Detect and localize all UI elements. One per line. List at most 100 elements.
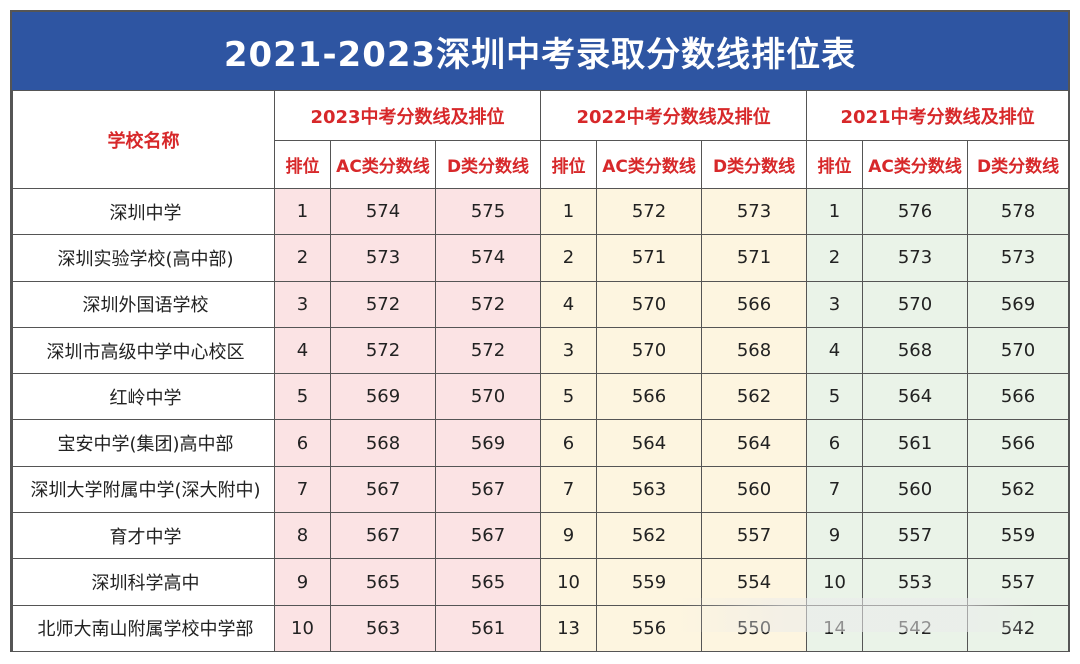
y2023-d-score-cell: 572 <box>434 326 542 375</box>
y2022-rank-cell: 2 <box>540 234 598 282</box>
y2021-rank-cell: 7 <box>806 465 864 514</box>
y2023-ac-score-cell: 568 <box>330 419 436 467</box>
sub-header-ac: AC类分数线 <box>330 140 436 189</box>
school-name-cell: 深圳大学附属中学(深大附中) <box>12 465 275 514</box>
group-header-2021: 2021中考分数线及排位 <box>806 90 1070 141</box>
sub-header-d: D类分数线 <box>701 140 808 189</box>
y2021-rank-cell: 10 <box>806 558 864 606</box>
y2023-d-score-cell: 565 <box>434 558 542 606</box>
watermark <box>678 598 1038 632</box>
y2023-ac-score-cell: 573 <box>330 234 436 282</box>
y2021-d-score-cell: 566 <box>967 373 1070 421</box>
y2023-ac-score-cell: 567 <box>330 465 436 514</box>
y2022-d-score-cell: 557 <box>701 512 808 560</box>
school-name-cell: 育才中学 <box>12 512 275 560</box>
school-name-cell: 深圳实验学校(高中部) <box>12 234 275 282</box>
y2023-rank-cell: 4 <box>274 326 331 375</box>
y2021-rank-cell: 6 <box>806 419 864 467</box>
y2021-d-score-cell: 562 <box>967 465 1070 514</box>
y2022-d-score-cell: 566 <box>701 280 808 328</box>
y2022-ac-score-cell: 571 <box>596 234 703 282</box>
y2022-d-score-cell: 554 <box>701 558 808 606</box>
y2022-ac-score-cell: 564 <box>596 419 703 467</box>
title-bar: 2021-2023深圳中考录取分数线排位表 <box>12 12 1068 90</box>
school-name-cell: 深圳外国语学校 <box>12 280 275 328</box>
y2022-ac-score-cell: 559 <box>596 558 703 606</box>
page-title: 2021-2023深圳中考录取分数线排位表 <box>223 34 857 75</box>
y2023-d-score-cell: 575 <box>434 187 542 236</box>
y2021-ac-score-cell: 573 <box>862 234 969 282</box>
y2023-ac-score-cell: 572 <box>330 280 436 328</box>
table-row: 深圳大学附属中学(深大附中) 7 567 567 7 563 560 7 560 562 <box>12 465 1070 514</box>
sub-header-ac: AC类分数线 <box>596 140 703 189</box>
y2023-rank-cell: 6 <box>274 419 331 467</box>
y2023-ac-score-cell: 569 <box>330 373 436 421</box>
table-row: 深圳外国语学校 3 572 572 4 570 566 3 570 569 <box>12 280 1070 328</box>
y2021-ac-score-cell: 568 <box>862 326 969 375</box>
y2021-rank-cell: 1 <box>806 187 864 236</box>
y2023-rank-cell: 2 <box>274 234 331 282</box>
y2022-ac-score-cell: 562 <box>596 512 703 560</box>
sub-header-d: D类分数线 <box>967 140 1070 189</box>
y2022-rank-cell: 4 <box>540 280 598 328</box>
y2023-ac-score-cell: 572 <box>330 326 436 375</box>
y2023-rank-cell: 8 <box>274 512 331 560</box>
table-row: 深圳中学 1 574 575 1 572 573 1 576 578 <box>12 187 1070 236</box>
y2023-d-score-cell: 570 <box>434 373 542 421</box>
y2023-rank-cell: 1 <box>274 187 331 236</box>
y2022-d-score-cell: 573 <box>701 187 808 236</box>
y2021-ac-score-cell: 576 <box>862 187 969 236</box>
y2022-rank-cell: 7 <box>540 465 598 514</box>
y2021-ac-score-cell: 557 <box>862 512 969 560</box>
y2023-rank-cell: 3 <box>274 280 331 328</box>
table-row: 红岭中学 5 569 570 5 566 562 5 564 566 <box>12 373 1070 421</box>
y2022-d-score-cell: 562 <box>701 373 808 421</box>
school-name-cell: 红岭中学 <box>12 373 275 421</box>
y2021-d-score-cell: 559 <box>967 512 1070 560</box>
table-row: 深圳市高级中学中心校区 4 572 572 3 570 568 4 568 570 <box>12 326 1070 375</box>
y2022-rank-cell: 10 <box>540 558 598 606</box>
y2021-d-score-cell: 566 <box>967 419 1070 467</box>
table-row: 深圳实验学校(高中部) 2 573 574 2 571 571 2 573 573 <box>12 234 1070 282</box>
y2021-ac-score-cell: 570 <box>862 280 969 328</box>
school-name-cell: 宝安中学(集团)高中部 <box>12 419 275 467</box>
y2023-d-score-cell: 572 <box>434 280 542 328</box>
y2022-rank-cell: 5 <box>540 373 598 421</box>
school-name-header: 学校名称 <box>12 90 275 189</box>
sub-header-rank: 排位 <box>806 140 864 189</box>
y2021-d-score-cell: 578 <box>967 187 1070 236</box>
y2022-d-score-cell: 571 <box>701 234 808 282</box>
y2021-rank-cell: 2 <box>806 234 864 282</box>
y2021-d-score-cell: 570 <box>967 326 1070 375</box>
y2023-ac-score-cell: 563 <box>330 604 436 652</box>
y2023-rank-cell: 9 <box>274 558 331 606</box>
y2023-d-score-cell: 567 <box>434 512 542 560</box>
y2021-rank-cell: 5 <box>806 373 864 421</box>
y2023-d-score-cell: 569 <box>434 419 542 467</box>
sub-header-rank: 排位 <box>540 140 598 189</box>
y2023-ac-score-cell: 567 <box>330 512 436 560</box>
table-body: 深圳中学 1 574 575 1 572 573 1 576 578 深圳实验学校(高中部) 2 573… <box>12 187 1070 652</box>
y2021-rank-cell: 4 <box>806 326 864 375</box>
table-frame: 2021-2023深圳中考录取分数线排位表 学校名称 2023中考分数线及排位 … <box>10 10 1070 652</box>
y2023-rank-cell: 10 <box>274 604 331 652</box>
y2021-d-score-cell: 569 <box>967 280 1070 328</box>
y2021-ac-score-cell: 560 <box>862 465 969 514</box>
y2023-rank-cell: 5 <box>274 373 331 421</box>
score-table: 学校名称 2023中考分数线及排位 2022中考分数线及排位 2021中考分数线… <box>12 90 1070 652</box>
y2022-d-score-cell: 564 <box>701 419 808 467</box>
y2023-ac-score-cell: 565 <box>330 558 436 606</box>
school-name-cell: 北师大南山附属学校中学部 <box>12 604 275 652</box>
y2022-d-score-cell: 568 <box>701 326 808 375</box>
y2022-ac-score-cell: 570 <box>596 326 703 375</box>
y2022-ac-score-cell: 566 <box>596 373 703 421</box>
y2023-rank-cell: 7 <box>274 465 331 514</box>
y2023-d-score-cell: 567 <box>434 465 542 514</box>
y2022-ac-score-cell: 563 <box>596 465 703 514</box>
group-header-2023: 2023中考分数线及排位 <box>273 90 542 141</box>
y2022-rank-cell: 13 <box>540 604 598 652</box>
y2022-d-score-cell: 560 <box>701 465 808 514</box>
y2023-d-score-cell: 561 <box>434 604 542 652</box>
y2022-rank-cell: 3 <box>540 326 598 375</box>
y2022-ac-score-cell: 572 <box>596 187 703 236</box>
